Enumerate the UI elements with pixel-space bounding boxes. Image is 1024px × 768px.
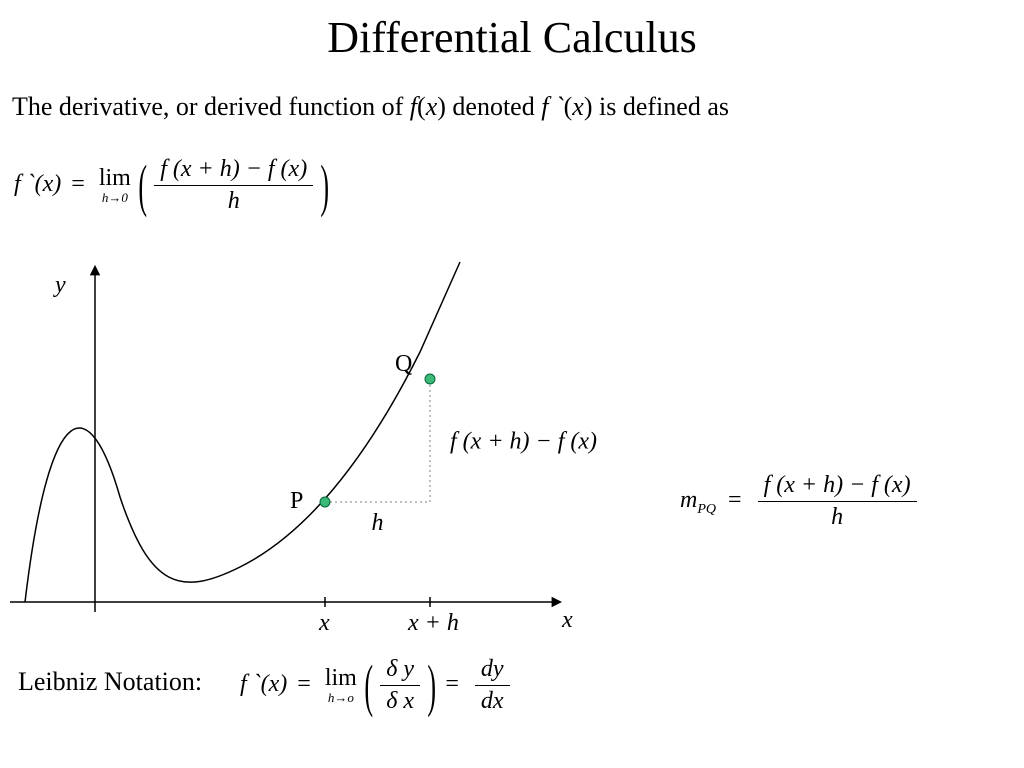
slope-den: h <box>758 502 917 531</box>
intro-t2: denoted <box>446 92 541 121</box>
intro-p3: ( <box>564 92 573 121</box>
intro-fprime: f ` <box>541 92 563 121</box>
leibniz-dx: δ x <box>380 686 420 715</box>
leibniz-frac1: δ y δ x <box>380 656 420 715</box>
intro-x1: x <box>426 92 438 121</box>
point-p <box>320 497 330 507</box>
slope-fraction: f (x + h) − f (x) h <box>758 472 917 531</box>
leibniz-dx2: dx <box>475 686 510 715</box>
leibniz-lparen-icon: ( <box>364 652 373 719</box>
slope-secant-eq: mPQ = f (x + h) − f (x) h <box>680 472 921 531</box>
leibniz-dy: δ y <box>380 656 420 686</box>
intro-p2: ) <box>437 92 446 121</box>
lim-text: lim <box>99 165 131 192</box>
x-axis-label: x <box>561 607 573 633</box>
leibniz-eq2: = <box>445 671 459 697</box>
leibniz-lim-text: lim <box>325 665 357 692</box>
intro-t3: is defined as <box>593 92 729 121</box>
eq-lhs: f `(x) <box>14 171 61 197</box>
eq-equals: = <box>71 171 85 197</box>
leibniz-lim-sub: h→o <box>325 690 357 706</box>
y-axis-label: y <box>53 272 66 298</box>
slope-m: m <box>680 487 697 513</box>
eq-lim: lim h→0 <box>99 165 131 206</box>
intro-p1: ( <box>417 92 426 121</box>
vertical-diff-label: f (x + h) − f (x) <box>450 429 597 455</box>
tick-xh-label: x + h <box>407 610 459 636</box>
leibniz-lim: lim h→o <box>325 665 357 706</box>
eq-fraction: f (x + h) − f (x) h <box>154 156 313 215</box>
leibniz-label: Leibniz Notation: <box>18 667 202 697</box>
leibniz-lhs: f `(x) <box>240 671 287 697</box>
eq-num: f (x + h) − f (x) <box>154 156 313 186</box>
slope-num: f (x + h) − f (x) <box>758 472 917 502</box>
page-title: Differential Calculus <box>0 12 1024 63</box>
tick-x-label: x <box>318 610 330 636</box>
h-label: h <box>372 510 384 536</box>
derivative-definition-eq: f `(x) = lim h→0 ( f (x + h) − f (x) h ) <box>14 152 327 219</box>
intro-t1: The derivative, or derived function of <box>12 92 410 121</box>
function-curve <box>25 262 460 602</box>
slope-sub: PQ <box>697 502 716 517</box>
intro-x2: x <box>572 92 584 121</box>
point-p-label: P <box>290 488 303 514</box>
point-q-label: Q <box>395 351 412 377</box>
leibniz-rparen-icon: ) <box>427 652 436 719</box>
intro-p4: ) <box>584 92 593 121</box>
leibniz-eq: f `(x) = lim h→o ( δ y δ x ) = dy dx <box>240 652 514 719</box>
lparen-icon: ( <box>138 152 147 219</box>
lim-sub: h→0 <box>99 190 131 206</box>
intro-sentence: The derivative, or derived function of f… <box>12 92 1024 122</box>
leibniz-eq1: = <box>297 671 311 697</box>
content-area: f `(x) = lim h→0 ( f (x + h) − f (x) h ) <box>0 122 1024 762</box>
leibniz-dy2: dy <box>475 656 510 686</box>
rparen-icon: ) <box>321 152 330 219</box>
derivative-graph: y x P Q x x + h h f (x + h) − f (x) <box>0 232 620 652</box>
slope-equals: = <box>728 487 742 513</box>
intro-fx: f <box>410 92 417 121</box>
eq-den: h <box>154 186 313 215</box>
point-q <box>425 374 435 384</box>
leibniz-frac2: dy dx <box>475 656 510 715</box>
